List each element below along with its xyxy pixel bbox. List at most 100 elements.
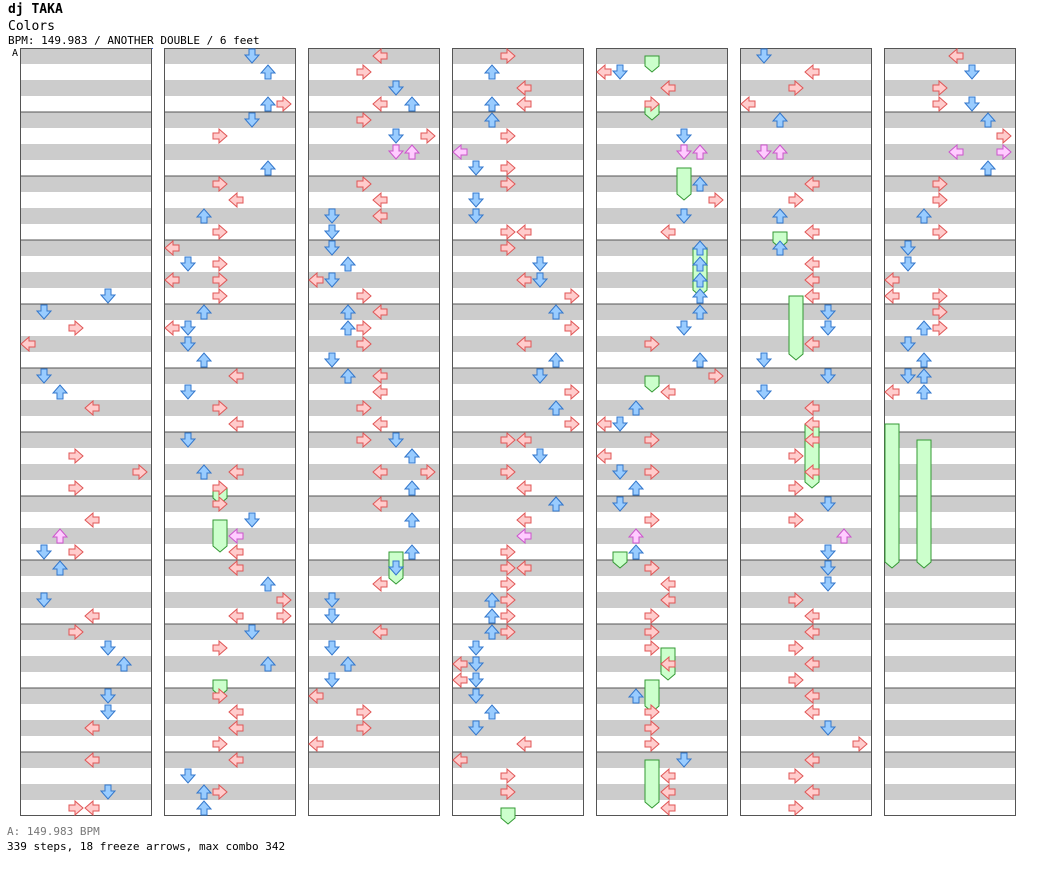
- red-step-arrow: [932, 175, 948, 193]
- stripe: [164, 784, 296, 800]
- stripe: [884, 656, 1016, 672]
- stripe: [596, 304, 728, 320]
- blue-step-arrow: [195, 800, 213, 816]
- red-step-arrow: [68, 479, 84, 497]
- pink-step-arrow: [403, 144, 421, 160]
- stripe: [884, 464, 1016, 480]
- red-step-arrow: [164, 271, 180, 289]
- stripe: [20, 208, 152, 224]
- stripe: [740, 48, 872, 64]
- red-step-arrow: [500, 175, 516, 193]
- stripe: [452, 368, 584, 384]
- column-border: [20, 48, 152, 816]
- stripe: [452, 112, 584, 128]
- blue-step-arrow: [819, 368, 837, 384]
- red-step-arrow: [564, 319, 580, 337]
- red-step-arrow: [212, 287, 228, 305]
- red-step-arrow: [212, 495, 228, 513]
- stripe: [308, 528, 440, 544]
- red-step-arrow: [356, 287, 372, 305]
- blue-step-arrow: [915, 208, 933, 224]
- blue-step-arrow: [323, 608, 341, 624]
- red-step-arrow: [500, 431, 516, 449]
- pink-step-arrow: [516, 527, 532, 545]
- stripe: [164, 240, 296, 256]
- red-step-arrow: [644, 607, 660, 625]
- blue-step-arrow: [99, 688, 117, 704]
- red-step-arrow: [516, 559, 532, 577]
- freeze-arrow: [500, 807, 516, 825]
- blue-step-arrow: [691, 176, 709, 192]
- blue-step-arrow: [243, 48, 261, 64]
- red-step-arrow: [372, 415, 388, 433]
- red-step-arrow: [660, 575, 676, 593]
- stripe: [884, 176, 1016, 192]
- red-step-arrow: [500, 623, 516, 641]
- blue-step-arrow: [115, 656, 133, 672]
- stripe: [884, 560, 1016, 576]
- red-step-arrow: [228, 751, 244, 769]
- freeze-arrow: [788, 295, 804, 361]
- red-step-arrow: [84, 399, 100, 417]
- red-step-arrow: [788, 767, 804, 785]
- stripe: [452, 720, 584, 736]
- chart-column-7: [884, 48, 1016, 816]
- blue-step-arrow: [627, 400, 645, 416]
- blue-step-arrow: [387, 80, 405, 96]
- stripe: [452, 752, 584, 768]
- pink-step-arrow: [771, 144, 789, 160]
- red-step-arrow: [500, 575, 516, 593]
- blue-step-arrow: [339, 256, 357, 272]
- blue-step-arrow: [627, 544, 645, 560]
- red-step-arrow: [516, 335, 532, 353]
- red-step-arrow: [500, 607, 516, 625]
- stripe: [740, 368, 872, 384]
- stripe: [164, 144, 296, 160]
- blue-step-arrow: [323, 208, 341, 224]
- blue-step-arrow: [915, 352, 933, 368]
- blue-step-arrow: [259, 96, 277, 112]
- blue-step-arrow: [531, 272, 549, 288]
- blue-step-arrow: [387, 432, 405, 448]
- red-step-arrow: [276, 591, 292, 609]
- red-step-arrow: [500, 543, 516, 561]
- blue-step-arrow: [531, 448, 549, 464]
- stripe: [20, 176, 152, 192]
- red-step-arrow: [948, 47, 964, 65]
- red-step-arrow: [596, 63, 612, 81]
- blue-step-arrow: [35, 544, 53, 560]
- blue-step-arrow: [483, 64, 501, 80]
- red-step-arrow: [660, 591, 676, 609]
- blue-step-arrow: [531, 368, 549, 384]
- red-step-arrow: [372, 463, 388, 481]
- red-step-arrow: [852, 735, 868, 753]
- stripe: [740, 528, 872, 544]
- red-step-arrow: [84, 511, 100, 529]
- red-step-arrow: [884, 383, 900, 401]
- chart-column-4: [452, 48, 584, 816]
- blue-step-arrow: [547, 352, 565, 368]
- red-step-arrow: [788, 591, 804, 609]
- chart-stats: 339 steps, 18 freeze arrows, max combo 3…: [7, 840, 286, 853]
- stripe: [20, 48, 152, 64]
- blue-step-arrow: [755, 352, 773, 368]
- stripe: [20, 528, 152, 544]
- stripe: [308, 784, 440, 800]
- stripe: [164, 336, 296, 352]
- red-step-arrow: [276, 95, 292, 113]
- blue-step-arrow: [99, 704, 117, 720]
- blue-step-arrow: [339, 656, 357, 672]
- stripe: [452, 656, 584, 672]
- chart-column-1: [20, 48, 152, 816]
- pink-step-arrow: [452, 143, 468, 161]
- red-step-arrow: [708, 367, 724, 385]
- stripe: [740, 208, 872, 224]
- stripe: [596, 336, 728, 352]
- blue-step-arrow: [339, 304, 357, 320]
- stripe: [308, 432, 440, 448]
- red-step-arrow: [68, 799, 84, 817]
- stripe: [452, 400, 584, 416]
- stripe: [20, 496, 152, 512]
- stripe: [596, 176, 728, 192]
- blue-step-arrow: [467, 688, 485, 704]
